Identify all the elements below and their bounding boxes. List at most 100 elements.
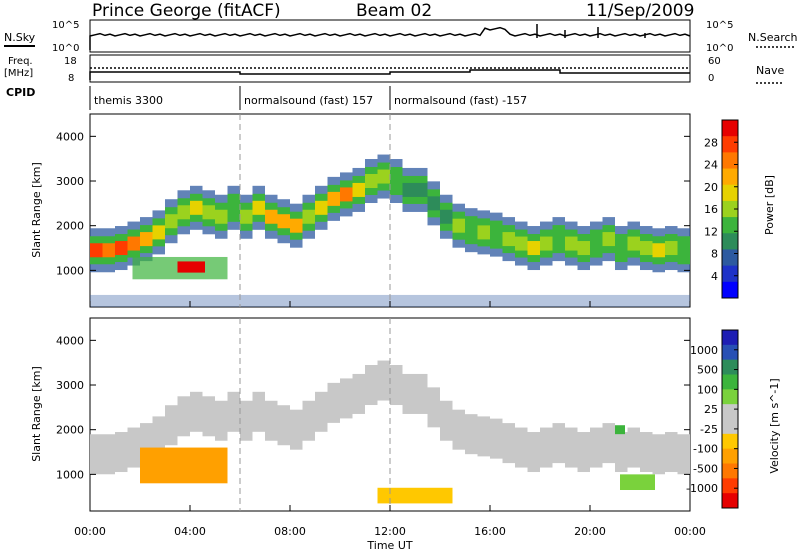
colorbar-cell	[722, 344, 738, 361]
nsky-label: N.Sky	[4, 31, 36, 44]
velocity-cell	[102, 434, 115, 475]
power-cell-core	[440, 209, 453, 224]
velocity-patch	[620, 474, 655, 491]
nsky-tick-top: 10^5	[52, 20, 79, 31]
power-cell-core	[627, 236, 640, 251]
colorbar-tick-label: 12	[704, 225, 718, 238]
x-tick-label: 12:00	[374, 525, 406, 538]
power-cell-core	[327, 191, 340, 206]
colorbar-cell	[722, 389, 738, 405]
power-cell-core	[315, 200, 328, 215]
cpid-segment-1: normalsound (fast) 157	[244, 94, 373, 107]
power-cell-core	[527, 241, 540, 256]
velocity-cell	[277, 405, 290, 446]
x-axis-label: Time UT	[366, 539, 412, 552]
power-data	[90, 154, 690, 307]
power-cell-core	[465, 223, 478, 238]
colorbar-cell	[722, 265, 738, 283]
velocity-cell	[177, 396, 190, 437]
power-cell-core	[552, 232, 565, 247]
power-cell-core	[177, 205, 190, 220]
velocity-cell	[265, 400, 278, 441]
colorbar-tick-label: 1000	[690, 344, 718, 357]
colorbar-tick-label: 20	[704, 181, 718, 194]
power-low-core	[177, 261, 205, 273]
power-cell-core	[640, 241, 653, 256]
power-colorbar: 28 24 20 16 12 8 4	[704, 119, 739, 299]
colorbar-cell	[722, 419, 738, 435]
colorbar-cell	[722, 374, 738, 390]
y-tick-label: 1000	[56, 264, 84, 277]
power-colorbar-label: Power [dB]	[763, 175, 776, 235]
colorbar-cell	[722, 330, 738, 346]
power-cell-core	[202, 205, 215, 220]
colorbar-cell	[722, 448, 738, 464]
station-title: Prince George (fitACF)	[92, 1, 281, 21]
y-tick-label: 2000	[56, 424, 84, 437]
colorbar-cell	[722, 433, 738, 450]
power-cell-core	[577, 241, 590, 256]
colorbar-cell	[722, 136, 738, 153]
nsearch-tick-bottom: 10^0	[706, 43, 733, 54]
cpid-strip: themis 3300 normalsound (fast) 157 normals…	[89, 86, 527, 110]
power-cell-core	[377, 169, 390, 184]
power-cell-core	[102, 243, 115, 258]
cpid-segment-2: normalsound (fast) -157	[394, 94, 527, 107]
power-cell-core	[352, 182, 365, 197]
y-tick-label: 4000	[56, 130, 84, 143]
x-tick-label: 16:00	[474, 525, 506, 538]
velocity-cell	[227, 391, 240, 432]
velocity-cell	[565, 427, 578, 468]
power-cell-core	[240, 209, 253, 224]
velocity-cell	[452, 409, 465, 450]
power-cell-core	[302, 209, 315, 224]
x-tick-label: 08:00	[274, 525, 306, 538]
colorbar-cell	[722, 478, 738, 494]
power-cell-core	[252, 200, 265, 215]
x-tick-label: 20:00	[574, 525, 606, 538]
y-tick-label: 1000	[56, 468, 84, 481]
nsky-tick-bottom: 10^0	[52, 43, 79, 54]
power-cell-core	[677, 243, 690, 258]
velocity-cell	[640, 432, 653, 473]
velocity-cell	[527, 432, 540, 473]
power-cell-core	[665, 241, 678, 256]
freq-label: Freq.	[8, 56, 33, 67]
x-axis: 00:00 04:00 08:00 12:00 16:00 20:00 00:00	[74, 301, 706, 538]
power-cell-core	[127, 236, 140, 251]
power-cell-core	[390, 174, 403, 189]
velocity-cell	[540, 427, 553, 468]
velocity-cell	[90, 434, 103, 475]
power-cell-core	[115, 241, 128, 256]
velocity-cell	[627, 427, 640, 468]
velocity-cell	[327, 382, 340, 423]
y-tick-label: 3000	[56, 379, 84, 392]
power-cell-core	[490, 227, 503, 242]
colorbar-tick-label: 8	[711, 248, 718, 261]
nave-tick-top: 60	[708, 56, 721, 67]
colorbar-tick-label: 500	[697, 364, 718, 377]
velocity-cell	[465, 414, 478, 455]
colorbar-cell	[722, 281, 738, 299]
velocity-cell	[152, 416, 165, 457]
freq-tick-top: 18	[64, 56, 77, 67]
y-tick-label: 4000	[56, 334, 84, 347]
velocity-patch	[140, 447, 228, 484]
colorbar-cell	[722, 152, 738, 170]
power-cell-core	[90, 243, 103, 258]
velocity-cell	[652, 434, 665, 475]
colorbar-tick-label: 28	[704, 136, 718, 149]
colorbar-cell	[722, 404, 738, 420]
beam-title: Beam 02	[356, 1, 432, 21]
nave-tick-bottom: 0	[708, 73, 714, 84]
power-cell-core	[427, 196, 440, 211]
colorbar-tick-label: 25	[704, 403, 718, 416]
velocity-cell	[127, 427, 140, 468]
velocity-cell	[427, 387, 440, 428]
date-title: 11/Sep/2009	[586, 1, 694, 21]
colorbar-cell	[722, 359, 738, 375]
colorbar-tick-label: -1000	[686, 482, 718, 495]
power-cell-core	[152, 225, 165, 240]
power-cell-core	[140, 232, 153, 247]
colorbar-tick-label: 4	[711, 270, 718, 283]
